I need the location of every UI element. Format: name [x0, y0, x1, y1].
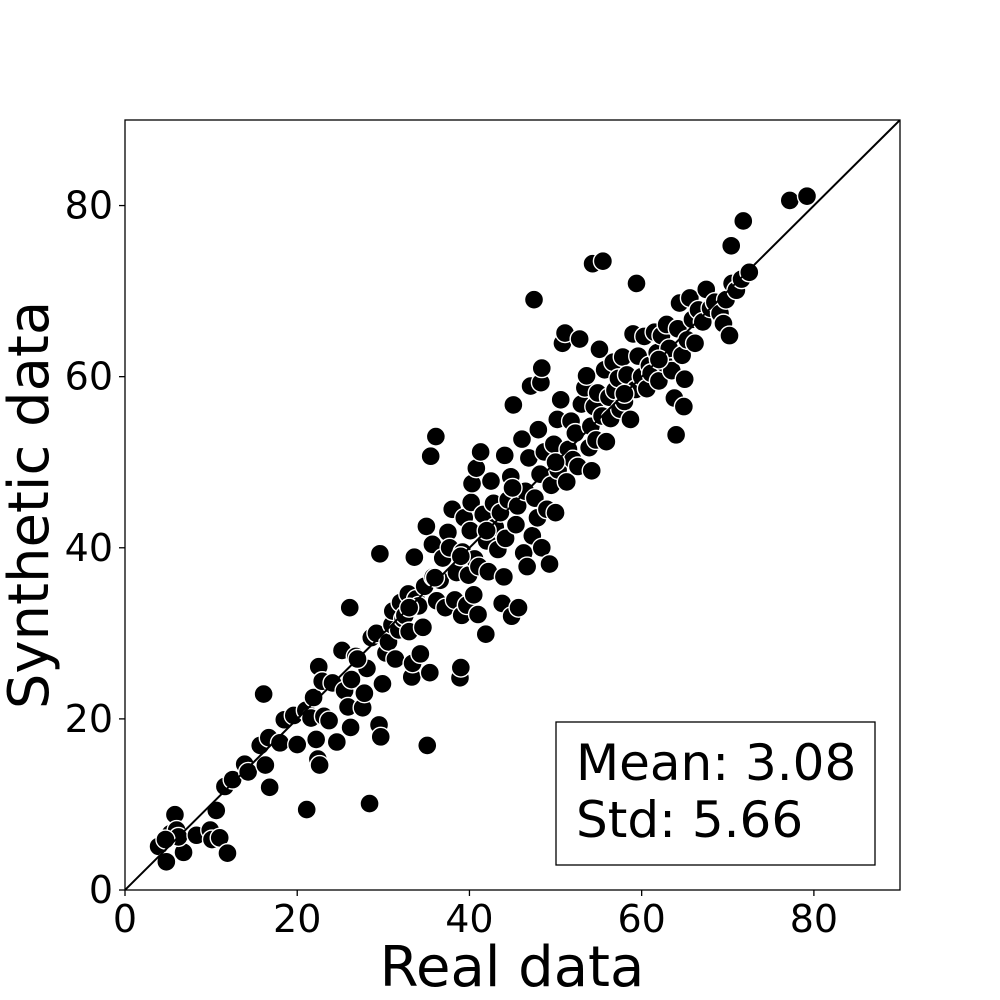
- data-point: [463, 584, 484, 606]
- data-point: [531, 357, 552, 379]
- data-point: [339, 597, 360, 618]
- data-point: [733, 210, 754, 232]
- data-point: [385, 648, 406, 670]
- data-point: [420, 446, 441, 467]
- data-point: [259, 777, 280, 798]
- data-point: [779, 190, 800, 211]
- data-point: [665, 424, 687, 446]
- data-point: [550, 389, 571, 410]
- data-point: [596, 431, 617, 452]
- data-point: [576, 365, 597, 387]
- x-axis: 0 20 40 60 80: [113, 890, 838, 941]
- data-point: [359, 793, 380, 814]
- y-axis-label: Synthetic data: [0, 301, 62, 709]
- data-point: [450, 657, 472, 678]
- data-point: [523, 289, 545, 310]
- data-point: [502, 477, 523, 499]
- data-point: [369, 543, 391, 564]
- x-tick-label: 0: [113, 897, 137, 941]
- data-point: [719, 325, 740, 346]
- stats-std: Std: 5.66: [576, 791, 803, 849]
- data-point: [516, 556, 538, 577]
- x-axis-label: Real data: [380, 935, 645, 1000]
- data-point: [475, 623, 497, 645]
- data-point: [410, 643, 431, 665]
- data-point: [305, 729, 327, 750]
- stats-mean: Mean: 3.08: [576, 734, 856, 792]
- data-point: [206, 800, 227, 821]
- data-point: [370, 726, 391, 748]
- data-point: [404, 546, 425, 568]
- data-point: [425, 426, 447, 447]
- data-point: [721, 235, 742, 256]
- data-point: [505, 514, 527, 535]
- data-point: [626, 273, 647, 294]
- y-tick-label: 60: [65, 355, 113, 399]
- stats-box-frame: [555, 721, 876, 866]
- data-point: [620, 409, 641, 430]
- data-point: [508, 597, 529, 618]
- data-point: [287, 734, 308, 755]
- data-point: [372, 673, 393, 695]
- data-point: [217, 843, 238, 864]
- data-point: [470, 441, 491, 463]
- data-point: [569, 328, 590, 350]
- data-point: [531, 537, 552, 558]
- x-tick-label: 20: [273, 897, 321, 941]
- data-point: [309, 754, 330, 776]
- y-axis: 0 20 40 60 80: [65, 184, 125, 912]
- stats-box: Mean: 3.08 Std: 5.66: [555, 721, 876, 866]
- data-point: [340, 717, 361, 738]
- data-point: [674, 369, 695, 390]
- data-point: [684, 333, 706, 354]
- data-point: [493, 566, 515, 588]
- data-point: [318, 710, 340, 731]
- identity-reference-line: [125, 120, 900, 890]
- data-point: [467, 604, 489, 625]
- y-tick-label: 40: [65, 526, 113, 570]
- plot-frame: [124, 119, 901, 891]
- x-tick-label: 80: [790, 897, 838, 941]
- x-tick-label: 60: [617, 897, 665, 941]
- data-point: [419, 662, 441, 683]
- data-point: [796, 185, 818, 207]
- data-point: [253, 683, 274, 705]
- data-point: [156, 851, 177, 872]
- data-point: [581, 460, 602, 481]
- data-point: [326, 731, 348, 753]
- data-point: [354, 683, 375, 704]
- x-tick-label: 40: [445, 897, 493, 941]
- data-point: [592, 250, 614, 272]
- y-tick-label: 0: [89, 868, 113, 912]
- data-point: [673, 396, 695, 417]
- data-point: [255, 754, 276, 776]
- y-tick-label: 20: [65, 697, 113, 741]
- data-point: [296, 799, 317, 820]
- y-tick-label: 80: [65, 184, 113, 228]
- data-point: [556, 471, 577, 493]
- data-point: [303, 687, 324, 708]
- data-point: [417, 735, 438, 756]
- data-point: [480, 470, 502, 492]
- data-point: [545, 502, 566, 523]
- data-point: [503, 394, 524, 416]
- data-point: [495, 528, 516, 549]
- data-point: [412, 617, 434, 638]
- data-point: [528, 419, 549, 440]
- data-point: [511, 428, 533, 450]
- data-point: [155, 829, 176, 850]
- data-point: [739, 262, 760, 283]
- data-point: [539, 553, 560, 575]
- data-point: [589, 339, 610, 360]
- data-point: [424, 567, 446, 588]
- data-point: [341, 669, 362, 690]
- data-point: [494, 445, 515, 466]
- data-point: [416, 516, 437, 537]
- data-point: [237, 761, 259, 783]
